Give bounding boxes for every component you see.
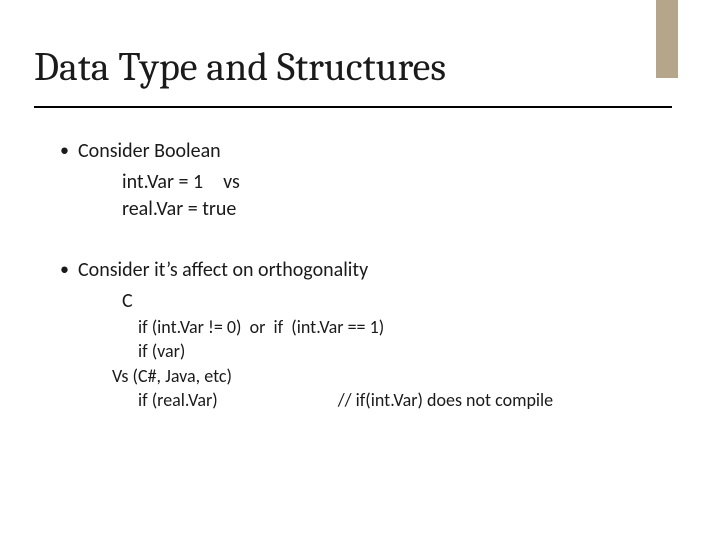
bullet-2-line-1: C xyxy=(60,288,660,315)
code-line-3: if (real.Var) // if(int.Var) does not com… xyxy=(60,388,660,412)
bullet-2: Consider it’s affect on orthogonality xyxy=(60,257,660,284)
slide-title: Data Type and Structures xyxy=(34,46,446,88)
code-vs-line: Vs (C#, Java, etc) xyxy=(60,364,660,388)
bullet-1: Consider Boolean xyxy=(60,138,660,165)
title-underline xyxy=(34,106,672,108)
slide: Data Type and Structures Consider Boolea… xyxy=(0,0,720,540)
code-line-3a: if (real.Var) xyxy=(138,389,218,411)
bullet-1-line-2: real.Var = true xyxy=(60,196,660,223)
code-line-3b: // if(int.Var) does not compile xyxy=(338,389,553,411)
accent-bar xyxy=(656,0,678,78)
code-line-1: if (int.Var != 0) or if (int.Var == 1) xyxy=(60,315,660,339)
slide-body: Consider Boolean int.Var = 1 vs real.Var… xyxy=(60,138,660,412)
bullet-1-line-1: int.Var = 1 vs xyxy=(60,169,660,196)
bullet-1-text: Consider Boolean xyxy=(78,139,221,163)
bullet-2-text: Consider it’s affect on orthogonality xyxy=(78,258,368,282)
code-line-2: if (var) xyxy=(60,339,660,363)
